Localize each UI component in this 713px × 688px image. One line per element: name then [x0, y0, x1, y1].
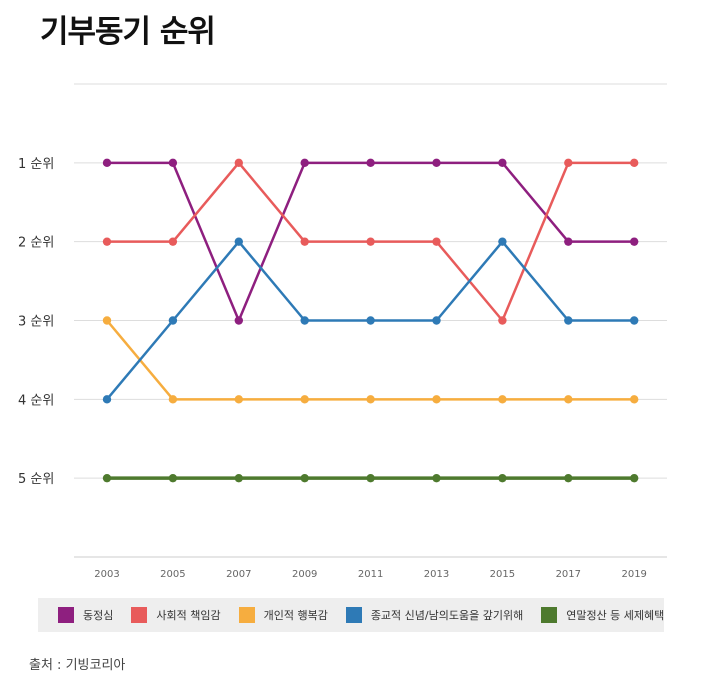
line-chart: 1 순위 2 순위 3 순위 4 순위 5 순위 2003 2005 2007 2009 201…	[18, 83, 667, 580]
data-point	[630, 158, 639, 168]
y-tick-label: 5 순위	[18, 472, 54, 487]
data-point	[498, 316, 507, 325]
legend-item: 사회적 책임감	[131, 607, 221, 623]
y-tick-label: 2 순위	[18, 236, 54, 251]
x-tick-label: 2013	[424, 569, 449, 580]
x-tick-label: 2017	[556, 569, 581, 580]
data-point	[432, 158, 441, 168]
data-point	[234, 316, 243, 325]
data-point	[300, 158, 309, 168]
legend-label: 개인적 행복감	[263, 609, 328, 622]
data-point	[432, 473, 441, 483]
data-point	[234, 473, 243, 483]
data-point	[432, 395, 441, 404]
data-point	[564, 316, 573, 325]
legend-item: 개인적 행복감	[238, 607, 328, 623]
data-point	[630, 395, 639, 404]
legend-swatch	[238, 607, 255, 623]
series-points	[102, 158, 639, 483]
data-point	[432, 237, 441, 246]
legend-swatch	[541, 607, 558, 623]
data-point	[366, 473, 375, 483]
data-point	[300, 316, 309, 325]
data-point	[168, 316, 178, 325]
legend-item: 동정심	[58, 607, 113, 623]
data-point	[630, 473, 639, 483]
data-point	[498, 395, 507, 404]
data-point	[102, 473, 112, 483]
x-tick-label: 2015	[490, 569, 515, 580]
legend-swatch	[345, 607, 362, 623]
x-axis-ticks: 2003 2005 2007 2009 2011 2013 2015 2017 2019	[94, 569, 647, 580]
data-point	[300, 237, 309, 246]
data-point	[168, 158, 178, 168]
x-tick-label: 2007	[226, 569, 251, 580]
x-tick-label: 2011	[358, 569, 383, 580]
data-point	[432, 316, 441, 325]
source-note: 출처 : 기빙코리아	[29, 658, 126, 673]
data-point	[564, 237, 573, 246]
data-point	[168, 237, 178, 246]
legend-label: 동정심	[83, 609, 114, 622]
data-point	[564, 473, 573, 483]
data-point	[366, 316, 375, 325]
y-tick-label: 4 순위	[18, 393, 54, 408]
data-point	[498, 158, 507, 168]
data-point	[234, 395, 243, 404]
data-point	[366, 395, 375, 404]
series-line	[106, 319, 635, 401]
data-point	[630, 237, 639, 246]
data-point	[300, 473, 309, 483]
legend-item: 종교적 신념/남의도움을 갚기위해	[345, 607, 524, 623]
data-point	[102, 237, 112, 246]
x-tick-label: 2019	[621, 569, 646, 580]
legend-label: 사회적 책임감	[156, 609, 221, 622]
x-tick-label: 2009	[292, 569, 317, 580]
legend: 동정심 사회적 책임감 개인적 행복감 종교적 신념/남의도움을 갚기위해 연말정산 등…	[38, 598, 664, 632]
y-tick-label: 3 순위	[18, 315, 54, 330]
legend-swatch	[58, 607, 74, 623]
legend-label: 연말정산 등 세제혜택	[566, 609, 665, 622]
data-point	[366, 158, 375, 168]
y-axis-ticks: 1 순위 2 순위 3 순위 4 순위 5 순위	[18, 157, 54, 487]
data-point	[234, 237, 243, 246]
data-point	[102, 395, 112, 404]
data-point	[498, 473, 507, 483]
data-point	[102, 316, 112, 325]
x-tick-label: 2005	[160, 569, 185, 580]
legend-item: 연말정산 등 세제혜택	[541, 607, 664, 623]
data-point	[366, 237, 375, 246]
chart-title: 기부동기 순위	[40, 14, 216, 50]
data-point	[234, 158, 243, 168]
data-point	[168, 395, 178, 404]
y-tick-label: 1 순위	[18, 157, 54, 172]
data-point	[564, 158, 573, 168]
data-point	[300, 395, 309, 404]
legend-swatch	[131, 607, 148, 623]
data-point	[564, 395, 573, 404]
data-point	[168, 473, 178, 483]
x-tick-label: 2003	[94, 569, 119, 580]
data-point	[630, 316, 639, 325]
data-point	[498, 237, 507, 246]
legend-label: 종교적 신념/남의도움을 갚기위해	[370, 609, 524, 622]
data-point	[102, 158, 112, 168]
